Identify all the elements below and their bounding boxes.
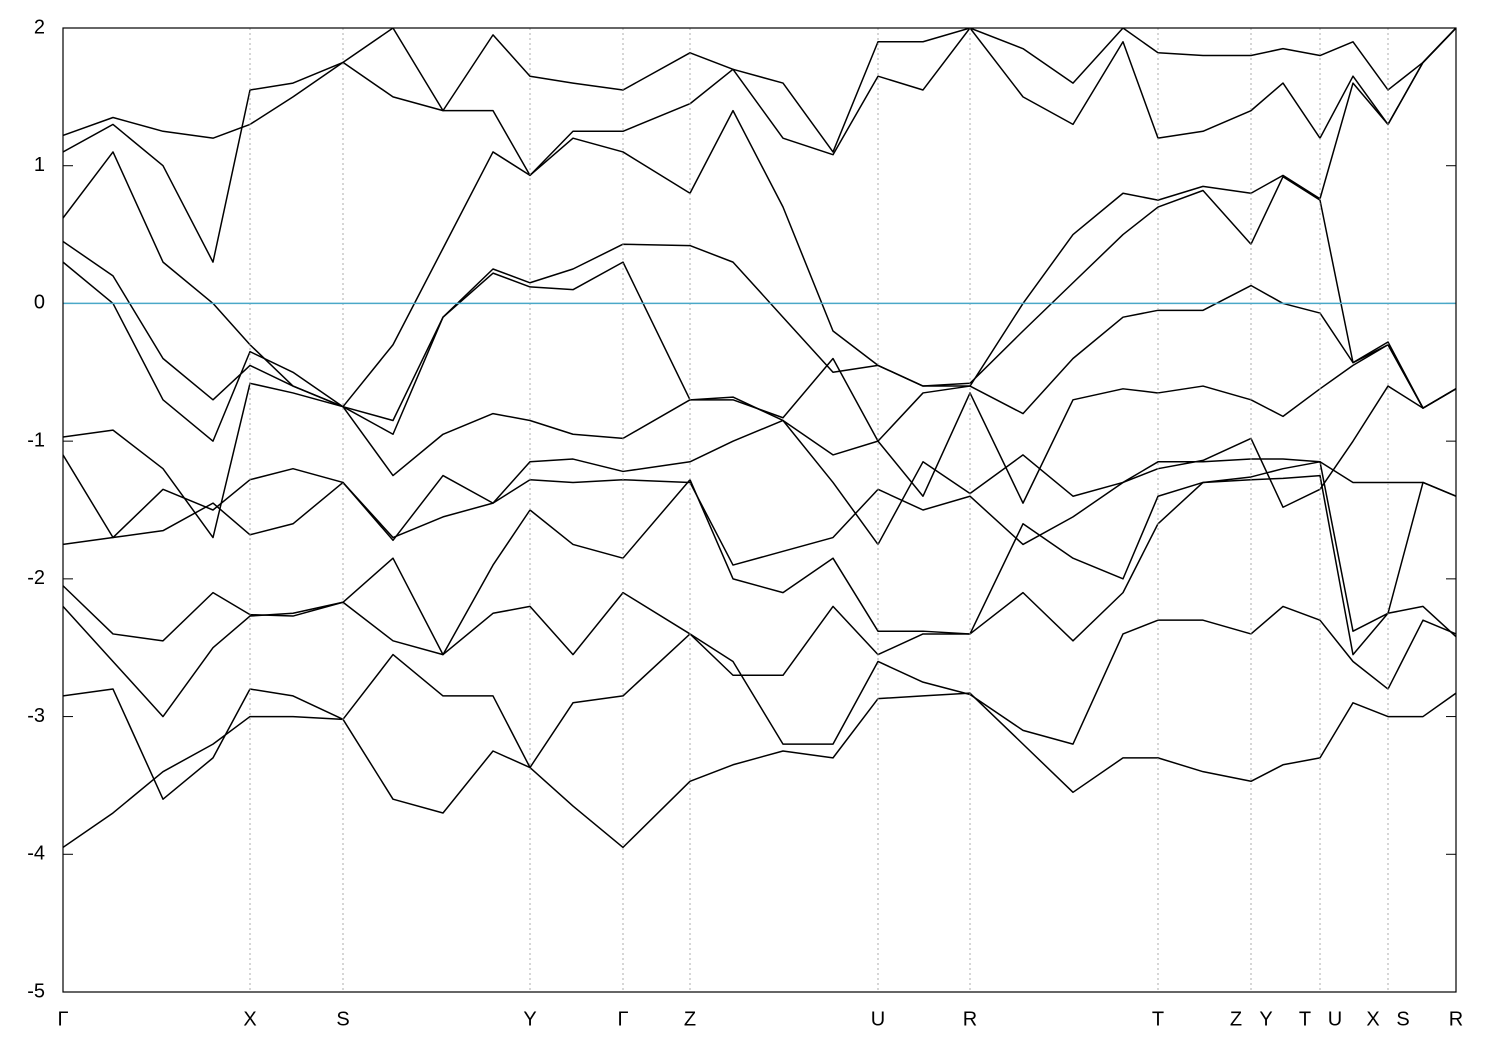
plot-area — [63, 28, 1456, 849]
x-tick-label: R — [1449, 1008, 1463, 1030]
band-line — [63, 343, 1456, 539]
y-tick-label: 0 — [34, 292, 45, 314]
x-tick-label: Z — [1230, 1008, 1242, 1030]
band-line — [63, 28, 1456, 408]
y-tick-label: -3 — [27, 705, 45, 727]
y-tick-label: -1 — [27, 429, 45, 451]
x-tick-label: X — [1366, 1008, 1379, 1030]
x-tick-label: T — [1299, 1008, 1311, 1030]
x-tick-label: S — [1396, 1008, 1409, 1030]
y-tick-label: -4 — [27, 843, 45, 865]
band-line — [63, 605, 1456, 800]
x-tick-label: Y — [1259, 1008, 1272, 1030]
x-tick-label: Γ — [57, 1008, 68, 1030]
x-tick-label: S — [336, 1008, 349, 1030]
y-tick-label: 1 — [34, 154, 45, 176]
band-line — [63, 261, 1456, 442]
band-line — [63, 28, 1456, 263]
band-line — [63, 458, 1456, 566]
y-tick-label: -5 — [27, 980, 45, 1002]
band-line — [63, 28, 1456, 153]
band-line — [63, 692, 1456, 849]
band-line — [63, 385, 1456, 546]
x-tick-label: X — [243, 1008, 256, 1030]
x-tick-label: R — [963, 1008, 977, 1030]
plot-frame — [62, 27, 1457, 993]
band-line — [63, 461, 1456, 656]
y-tick-label: 2 — [34, 16, 45, 38]
y-tick-label: -2 — [27, 567, 45, 589]
x-tick-label: U — [871, 1008, 885, 1030]
x-tick-label: Y — [523, 1008, 536, 1030]
x-tick-label: T — [1152, 1008, 1164, 1030]
band-line — [63, 474, 1456, 718]
band-line — [63, 175, 1456, 436]
x-tick-label: Γ — [617, 1008, 628, 1030]
x-tick-label: U — [1328, 1008, 1342, 1030]
x-tick-label: Z — [684, 1008, 696, 1030]
